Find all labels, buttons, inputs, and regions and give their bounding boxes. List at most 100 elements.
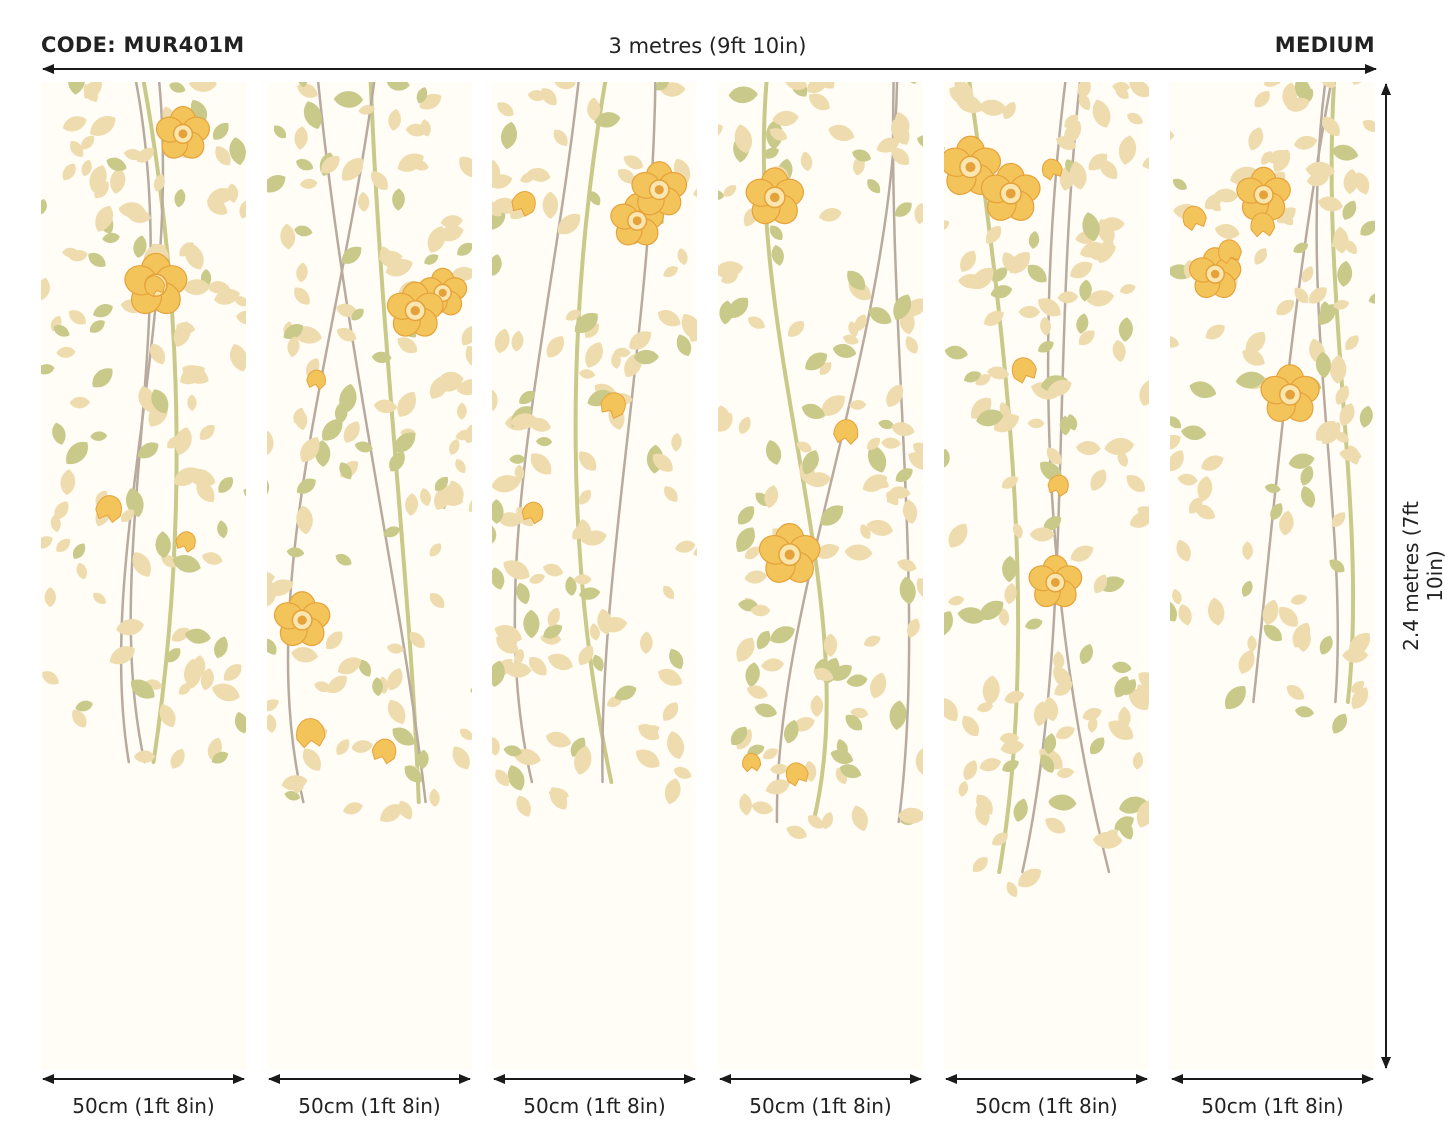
- beige-leaf: [543, 563, 563, 577]
- bellflower-motif: [95, 495, 122, 524]
- beige-leaf: [905, 336, 918, 354]
- beige-leaf: [511, 330, 524, 352]
- beige-leaf: [81, 159, 92, 177]
- beige-leaf: [1104, 437, 1134, 456]
- beige-leaf: [558, 213, 581, 235]
- green-leaf: [404, 765, 422, 783]
- green-leaf: [944, 448, 950, 469]
- panel-width-label-6: 50cm (1ft 8in): [1201, 1094, 1344, 1118]
- beige-leaf: [468, 92, 472, 125]
- floral-artwork: [267, 82, 472, 822]
- beige-leaf: [907, 618, 920, 638]
- green-leaf: [229, 137, 246, 166]
- beige-leaf: [90, 116, 116, 136]
- beige-leaf: [1351, 681, 1365, 693]
- beige-leaf: [133, 750, 156, 763]
- green-leaf: [1040, 754, 1055, 773]
- vine-stem: [129, 82, 152, 764]
- green-leaf: [944, 611, 953, 638]
- beige-leaf: [1321, 422, 1341, 444]
- green-leaf: [1002, 555, 1018, 583]
- beige-leaf: [180, 365, 205, 385]
- beige-leaf: [764, 485, 779, 509]
- beige-leaf: [1078, 330, 1095, 346]
- green-leaf: [1002, 760, 1019, 773]
- beige-leaf: [287, 336, 300, 358]
- beige-leaf: [891, 147, 910, 166]
- beige-leaf: [397, 391, 417, 417]
- beige-leaf: [663, 585, 675, 600]
- beige-leaf: [465, 345, 472, 369]
- beige-leaf: [1322, 116, 1340, 136]
- green-leaf: [633, 349, 659, 365]
- beige-leaf: [652, 453, 673, 472]
- beige-leaf: [514, 464, 525, 482]
- flower-motif: [1189, 247, 1242, 299]
- beige-leaf: [1056, 767, 1075, 779]
- green-leaf: [211, 751, 229, 764]
- green-leaf: [1076, 313, 1089, 334]
- beige-leaf: [1308, 287, 1327, 304]
- panel-width-label-5: 50cm (1ft 8in): [975, 1094, 1118, 1118]
- beige-leaf: [1132, 751, 1144, 770]
- beige-leaf: [547, 653, 573, 671]
- beige-leaf: [303, 748, 321, 771]
- green-leaf: [372, 677, 383, 697]
- beige-leaf: [267, 571, 275, 587]
- flower-motif: [1260, 364, 1320, 422]
- flower-motif: [631, 161, 688, 216]
- bellflower-motif: [833, 419, 859, 446]
- beige-leaf: [944, 220, 950, 231]
- green-leaf: [1332, 713, 1348, 734]
- beige-leaf: [380, 804, 403, 822]
- beige-leaf: [328, 675, 347, 694]
- beige-leaf: [1317, 196, 1343, 212]
- green-leaf: [1329, 559, 1345, 573]
- beige-leaf: [314, 681, 332, 693]
- beige-leaf: [718, 123, 723, 139]
- green-leaf: [102, 232, 120, 244]
- green-leaf: [801, 403, 825, 419]
- vine-stem: [775, 82, 899, 824]
- beige-leaf: [1112, 339, 1126, 363]
- beige-leaf: [828, 124, 855, 142]
- beige-leaf: [1142, 155, 1149, 170]
- beige-leaf: [863, 635, 881, 647]
- beige-leaf: [294, 126, 308, 150]
- green-leaf: [737, 506, 755, 525]
- beige-leaf: [1006, 881, 1018, 898]
- beige-leaf: [1047, 379, 1072, 397]
- beige-leaf: [963, 760, 978, 781]
- beige-leaf: [267, 714, 277, 733]
- green-leaf: [718, 190, 725, 201]
- beige-leaf: [1242, 349, 1265, 366]
- beige-leaf: [1115, 86, 1129, 99]
- beige-leaf: [199, 424, 215, 440]
- beige-leaf: [1178, 604, 1192, 626]
- beige-leaf: [809, 93, 830, 111]
- green-leaf: [133, 235, 147, 258]
- beige-leaf: [1188, 497, 1203, 514]
- green-leaf: [669, 648, 684, 669]
- beige-leaf: [1286, 97, 1310, 112]
- beige-leaf: [182, 279, 211, 296]
- beige-leaf: [1176, 539, 1191, 562]
- green-leaf: [1368, 292, 1375, 304]
- beige-leaf: [461, 325, 472, 346]
- beige-leaf: [41, 277, 50, 301]
- green-leaf: [184, 628, 211, 644]
- green-leaf: [516, 582, 530, 605]
- beige-leaf: [823, 633, 838, 657]
- beige-leaf: [850, 707, 869, 719]
- beige-leaf: [464, 423, 472, 444]
- bellflower-motif: [1011, 357, 1037, 384]
- green-leaf: [594, 112, 621, 128]
- green-leaf: [832, 343, 857, 358]
- beige-leaf: [636, 749, 660, 768]
- green-leaf: [392, 188, 405, 211]
- beige-leaf: [992, 832, 1008, 846]
- green-leaf: [296, 158, 314, 171]
- beige-leaf: [267, 699, 279, 712]
- beige-leaf: [548, 788, 569, 800]
- beige-leaf: [388, 108, 401, 131]
